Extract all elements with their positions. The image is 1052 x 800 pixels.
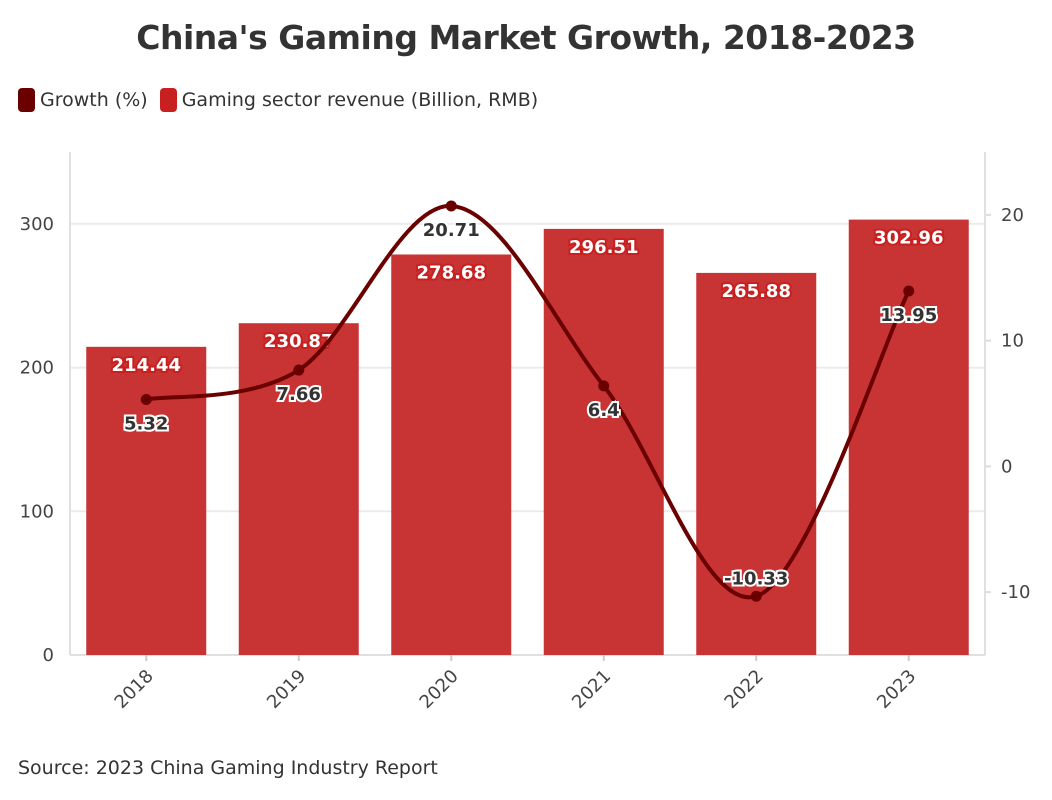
bar-2020 bbox=[391, 254, 512, 656]
bar-2023 bbox=[848, 219, 969, 655]
left-tick-label: 300 bbox=[20, 214, 54, 235]
right-tick-label: 10 bbox=[1001, 331, 1024, 352]
bar-label: 302.96 bbox=[874, 228, 943, 249]
bar-label: 214.44 bbox=[112, 355, 181, 376]
bar-2019 bbox=[238, 323, 359, 655]
growth-point-2023 bbox=[903, 285, 915, 297]
right-tick-label: -10 bbox=[1001, 582, 1030, 603]
right-tick-label: 20 bbox=[1001, 205, 1024, 226]
legend-swatch-revenue bbox=[159, 88, 177, 112]
legend-label-revenue: Gaming sector revenue (Billion, RMB) bbox=[181, 89, 539, 111]
growth-point-2018 bbox=[140, 393, 152, 405]
bar-2021 bbox=[543, 228, 664, 655]
x-tick-label: 2018 bbox=[111, 666, 158, 713]
left-tick-label: 200 bbox=[20, 358, 54, 379]
growth-point-2020 bbox=[445, 200, 457, 212]
growth-point-2022 bbox=[750, 590, 762, 602]
growth-label: 13.95 bbox=[880, 305, 937, 326]
bar-label: 296.51 bbox=[569, 237, 638, 258]
legend-label-growth: Growth (%) bbox=[40, 89, 148, 111]
bar-label: 230.87 bbox=[264, 331, 333, 352]
bar-label: 278.68 bbox=[417, 262, 486, 283]
growth-label: 6.4 bbox=[588, 400, 620, 421]
left-tick-label: 100 bbox=[20, 501, 54, 522]
x-tick-label: 2019 bbox=[263, 666, 310, 713]
bar-label: 265.88 bbox=[722, 281, 791, 302]
legend-item-growth[interactable]: Growth (%) bbox=[18, 88, 148, 112]
x-tick-label: 2022 bbox=[721, 666, 768, 713]
legend-item-revenue[interactable]: Gaming sector revenue (Billion, RMB) bbox=[159, 88, 539, 112]
growth-label: 5.32 bbox=[124, 413, 168, 434]
growth-label: -10.33 bbox=[724, 568, 788, 589]
legend-swatch-growth bbox=[18, 88, 35, 112]
source-note: Source: 2023 China Gaming Industry Repor… bbox=[18, 757, 438, 779]
growth-point-2019 bbox=[293, 364, 305, 376]
left-tick-label: 0 bbox=[43, 645, 54, 666]
growth-label: 7.66 bbox=[277, 384, 321, 405]
right-tick-label: 0 bbox=[1001, 456, 1012, 477]
growth-point-2021 bbox=[598, 380, 610, 392]
growth-label: 20.71 bbox=[423, 220, 480, 241]
x-tick-label: 2023 bbox=[873, 666, 920, 713]
bar-2018 bbox=[86, 346, 207, 655]
chart-title: China's Gaming Market Growth, 2018-2023 bbox=[136, 18, 916, 57]
x-tick-label: 2021 bbox=[568, 666, 615, 713]
x-tick-label: 2020 bbox=[416, 666, 463, 713]
legend: Growth (%) Gaming sector revenue (Billio… bbox=[18, 88, 550, 112]
